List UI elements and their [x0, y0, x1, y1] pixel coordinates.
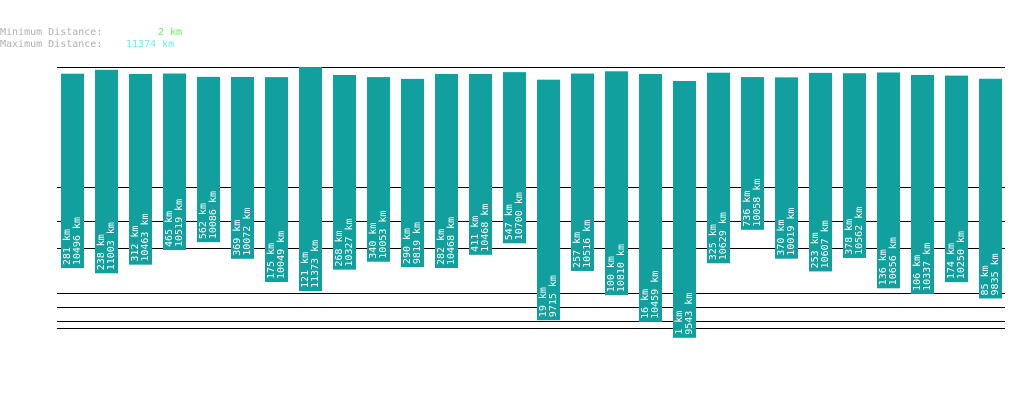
min-label: 340 km [368, 223, 379, 259]
bar [95, 69, 118, 274]
bar [333, 75, 356, 270]
max-label: 10058 km [752, 179, 763, 227]
max-label: 10072 km [242, 208, 253, 256]
max-label: 10519 km [174, 199, 185, 247]
bar [707, 72, 730, 264]
min-value: 2 km [158, 27, 182, 38]
max-label: 10459 km [650, 271, 661, 319]
max-label: 11373 km [310, 240, 321, 288]
min-label: 253 km [810, 232, 821, 268]
max-label: 10810 km [616, 244, 627, 292]
max-label: 10700 km [514, 192, 525, 240]
bar [435, 73, 458, 269]
bar [605, 71, 628, 296]
max-value: 11374 km [126, 39, 174, 50]
min-label: 369 km [232, 220, 243, 256]
bar [775, 77, 798, 259]
min-label: 257 km [572, 232, 583, 268]
bar [673, 80, 696, 338]
bar [299, 67, 322, 292]
min-label: 547 km [504, 204, 515, 240]
max-label: 10496 km [72, 217, 83, 265]
max-label: 9543 km [684, 293, 695, 335]
max-label: 10468 km [480, 204, 491, 252]
max-label: 9819 km [412, 222, 423, 264]
min-label: 238 km [96, 234, 107, 270]
bar [401, 78, 424, 268]
min-label: 736 km [742, 191, 753, 227]
bar [231, 76, 254, 259]
min-label: 411 km [470, 216, 481, 252]
bar [537, 79, 560, 321]
max-label: 10463 km [140, 213, 151, 261]
bar [809, 72, 832, 272]
max-label: Maximum Distance: [0, 39, 102, 50]
max-label: 11003 km [106, 222, 117, 270]
bar [877, 72, 900, 289]
max-label: 10053 km [378, 211, 389, 259]
max-label: 9835 km [990, 253, 1001, 295]
max-label: 10049 km [276, 231, 287, 279]
min-label: 19 km [538, 287, 549, 317]
min-label: 290 km [402, 228, 413, 264]
min-label: 370 km [776, 220, 787, 256]
bar [843, 73, 866, 258]
bar [367, 77, 390, 262]
min-label: 175 km [266, 243, 277, 279]
max-label: 10629 km [718, 212, 729, 260]
max-label: 10250 km [956, 231, 967, 279]
min-label: 174 km [946, 243, 957, 279]
bar [129, 73, 152, 265]
min-label: Minimum Distance: [0, 27, 102, 38]
max-label: 10516 km [582, 220, 593, 268]
max-label: 10656 km [888, 237, 899, 285]
max-label: 10468 km [446, 217, 457, 265]
bar [571, 73, 594, 271]
bar [163, 73, 186, 251]
min-label: 121 km [300, 252, 311, 288]
bar [945, 75, 968, 283]
bar [61, 73, 84, 269]
min-label: 312 km [130, 226, 141, 262]
bar [979, 78, 1002, 299]
min-label: 282 km [436, 229, 447, 265]
bar [265, 77, 288, 282]
min-label: 106 km [912, 255, 923, 291]
max-label: 9715 km [548, 275, 559, 317]
bar [639, 73, 662, 322]
bar [469, 73, 492, 255]
max-label: 10607 km [820, 220, 831, 268]
min-label: 325 km [708, 224, 719, 260]
max-label: 10327 km [344, 218, 355, 266]
bar [911, 74, 934, 294]
bar [197, 76, 220, 243]
max-label: 10562 km [854, 207, 865, 255]
min-label: 136 km [878, 249, 889, 285]
min-label: 562 km [198, 203, 209, 239]
bar [741, 77, 764, 230]
max-label: 10086 km [208, 191, 219, 239]
bar [503, 72, 526, 244]
min-label: 85 km [980, 265, 991, 295]
min-label: 268 km [334, 231, 345, 267]
min-label: 281 km [62, 229, 73, 265]
min-label: 465 km [164, 211, 175, 247]
min-label: 1 km [674, 311, 685, 335]
min-label: 16 km [640, 289, 651, 319]
max-label: 10337 km [922, 243, 933, 291]
max-label: 10019 km [786, 208, 797, 256]
min-label: 100 km [606, 256, 617, 292]
min-label: 378 km [844, 219, 855, 255]
